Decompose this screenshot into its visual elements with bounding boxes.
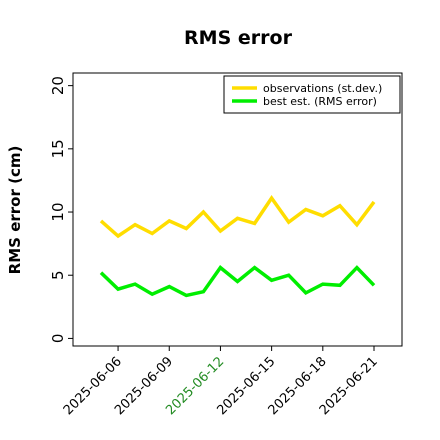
legend-label: observations (st.dev.) [263, 82, 382, 95]
y-axis: 0 5 10 15 20 [49, 76, 73, 343]
plot-frame [72, 72, 403, 347]
y-tick-label: 0 [49, 334, 67, 344]
x-axis: 2025-06-062025-06-092025-06-122025-06-15… [61, 346, 381, 418]
y-tick-label: 10 [49, 202, 67, 221]
chart-title: RMS error [184, 27, 293, 49]
y-tick-label: 20 [49, 76, 67, 95]
legend-box [223, 75, 401, 114]
y-tick-label: 5 [49, 270, 67, 280]
series-line-0 [99, 195, 376, 239]
legend: observations (st.dev.)best est. (RMS err… [223, 75, 401, 114]
legend-label: best est. (RMS error) [263, 95, 377, 108]
y-tick-label: 15 [49, 139, 67, 158]
series-layer [99, 195, 376, 298]
series-line-1 [99, 265, 376, 298]
y-axis-label: RMS error (cm) [6, 146, 24, 275]
